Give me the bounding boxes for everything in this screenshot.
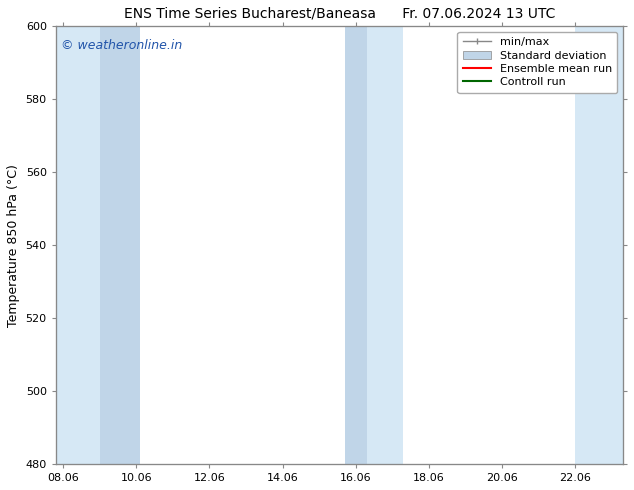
Bar: [100, 26, 140, 464]
Legend: min/max, Standard deviation, Ensemble mean run, Controll run: min/max, Standard deviation, Ensemble me…: [457, 32, 618, 93]
Bar: [345, 26, 367, 464]
Y-axis label: Temperature 850 hPa (°C): Temperature 850 hPa (°C): [7, 164, 20, 327]
Text: © weatheronline.in: © weatheronline.in: [61, 39, 183, 52]
Title: ENS Time Series Bucharest/Baneasa      Fr. 07.06.2024 13 UTC: ENS Time Series Bucharest/Baneasa Fr. 07…: [124, 7, 555, 21]
Bar: [575, 26, 623, 464]
Bar: [367, 26, 403, 464]
Bar: [56, 26, 100, 464]
